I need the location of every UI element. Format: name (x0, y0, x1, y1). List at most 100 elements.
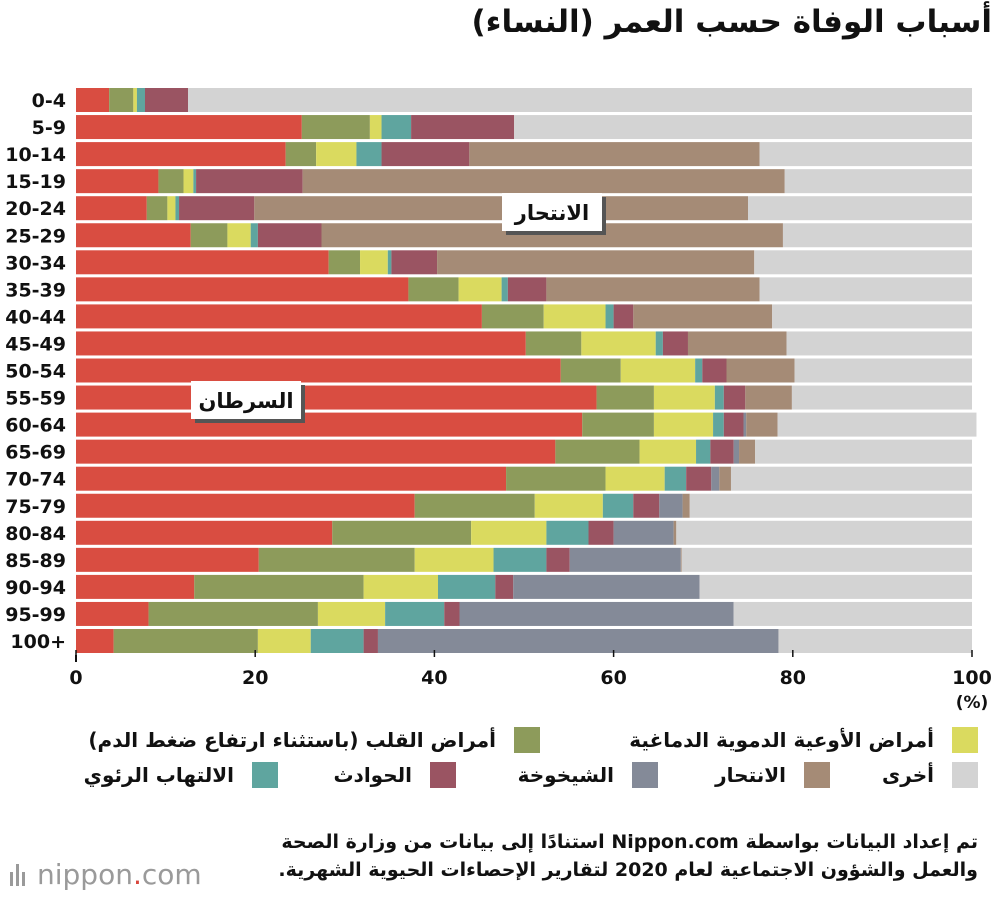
bar-segment-senility (569, 547, 681, 572)
annotation-box (502, 193, 602, 231)
bar-segment-other (733, 601, 972, 626)
bar-segment-pneumonia (136, 88, 145, 112)
bar-segment-cerebro (317, 601, 386, 626)
legend-swatch-senility (632, 762, 658, 788)
legend-item-pneumonia: الالتهاب الرئوي (84, 762, 278, 788)
bar-segment-cancer (76, 574, 195, 599)
legend-item-other: أخرى (882, 762, 978, 788)
legend-swatch-suicide (804, 762, 830, 788)
bar-segment-heart (414, 493, 535, 518)
bar-segment-cerebro (581, 331, 656, 356)
bar-segment-other (782, 223, 972, 248)
bar-segment-pneumonia (175, 196, 180, 221)
category-label: 15-19 (5, 171, 66, 193)
bar-segment-heart (194, 574, 364, 599)
bar-segment-cancer (76, 358, 561, 383)
bar-segment-suicide (633, 304, 773, 329)
bar-segment-senility (613, 520, 674, 545)
bar-segment-other (676, 520, 972, 545)
bar-segment-suicide (302, 169, 785, 194)
bar-segment-senility (711, 466, 720, 491)
bar-segment-pneumonia (696, 439, 711, 464)
annotation-label-cancer: السرطان (198, 389, 293, 413)
legend-swatch-cerebro (952, 727, 978, 753)
bar-segment-accident (179, 196, 255, 221)
bar-segment-pneumonia (714, 385, 724, 410)
bar-segment-other (784, 169, 972, 194)
bar-segment-accident (196, 169, 303, 194)
bar-segment-other (514, 115, 972, 140)
legend-label-heart: أمراض القلب (باستثناء ارتفاع ضغط الدم) (88, 728, 496, 752)
bar-segment-other (791, 385, 972, 410)
x-axis-label: (%) (956, 693, 989, 713)
bar-segment-heart (328, 250, 361, 275)
bar-segment-pneumonia (501, 277, 508, 302)
x-tick-label: 20 (242, 667, 268, 689)
x-tick-label: 100 (952, 667, 992, 689)
category-label: 0-4 (32, 90, 66, 112)
legend-item-suicide: الانتحار (715, 762, 830, 788)
bar-segment-pneumonia (193, 169, 197, 194)
category-label: 80-84 (5, 523, 66, 545)
bar-segment-cerebro (653, 412, 714, 437)
bar-segment-other (754, 250, 972, 275)
category-label: 45-49 (5, 333, 66, 355)
bar-segment-other (772, 304, 972, 329)
bar-segment-accident (723, 385, 746, 410)
bar-segment-pneumonia (493, 547, 547, 572)
bar-segment-other (748, 196, 972, 221)
bar-segment-cancer (76, 196, 147, 221)
category-label: 30-34 (5, 252, 66, 274)
logo-dot: . (132, 858, 142, 891)
bar-segment-cerebro (639, 439, 697, 464)
category-label: 85-89 (5, 550, 66, 572)
source-line-2: والعمل والشؤون الاجتماعية لعام 2020 لتقا… (278, 859, 978, 881)
stacked-bar-chart: 0-4 5-9 10-14 15-19 20-24 25-29 30-34 35-39 40-4… (5, 88, 992, 713)
bar-segment-cerebro (369, 115, 382, 140)
bar-segment-cancer (76, 629, 114, 653)
bar-segment-heart (555, 439, 640, 464)
bar-segment-accident (633, 493, 660, 518)
category-label: 95-99 (5, 604, 66, 626)
bar-segment-accident (391, 250, 438, 275)
bar-segment-cerebro (471, 520, 547, 545)
bar-segment-heart (301, 115, 370, 140)
annotation-box (191, 381, 301, 419)
bar-segment-pneumonia (602, 493, 634, 518)
legend-item-senility: الشيخوخة (518, 762, 658, 788)
bar-segment-suicide (254, 196, 748, 221)
bar-segment-suicide (687, 331, 787, 356)
bar-segment-cancer (76, 331, 526, 356)
logo-text-com: com (141, 858, 202, 891)
bar-segment-pneumonia (356, 142, 382, 167)
bar-segment-heart (506, 466, 606, 491)
bar-segment-cerebro (653, 385, 715, 410)
bar-segment-accident (723, 412, 744, 437)
bar-segment-senility (733, 439, 740, 464)
bar-segment-cancer (76, 304, 482, 329)
bar-segment-accident (702, 358, 727, 383)
bar-segment-other (755, 439, 972, 464)
bar-segment-cerebro (360, 250, 388, 275)
annotation-label-suicide: الانتحار (514, 201, 589, 225)
bar-segment-accident (381, 142, 470, 167)
bar-segment-pneumonia (713, 412, 724, 437)
bar-segment-other (730, 466, 972, 491)
legend-swatch-other (952, 762, 978, 788)
bar-segment-suicide (682, 493, 690, 518)
bar-segment-cerebro (257, 629, 311, 653)
bar-segment-heart (158, 169, 184, 194)
chart-title: أسباب الوفاة حسب العمر (النساء) (471, 4, 993, 40)
bar-segment-accident (546, 547, 570, 572)
bar-segment-suicide (719, 466, 731, 491)
legend-label-suicide: الانتحار (715, 763, 786, 787)
bar-segment-accident (686, 466, 712, 491)
bar-segment-other (681, 547, 972, 572)
bar-segment-pneumonia (546, 520, 589, 545)
category-label: 60-64 (5, 415, 66, 437)
bar-segment-cancer (76, 385, 597, 410)
bar-segment-cerebro (543, 304, 606, 329)
legend-label-accident: الحوادث (333, 763, 412, 787)
bar-segment-accident (710, 439, 734, 464)
bar-segment-pneumonia (250, 223, 258, 248)
